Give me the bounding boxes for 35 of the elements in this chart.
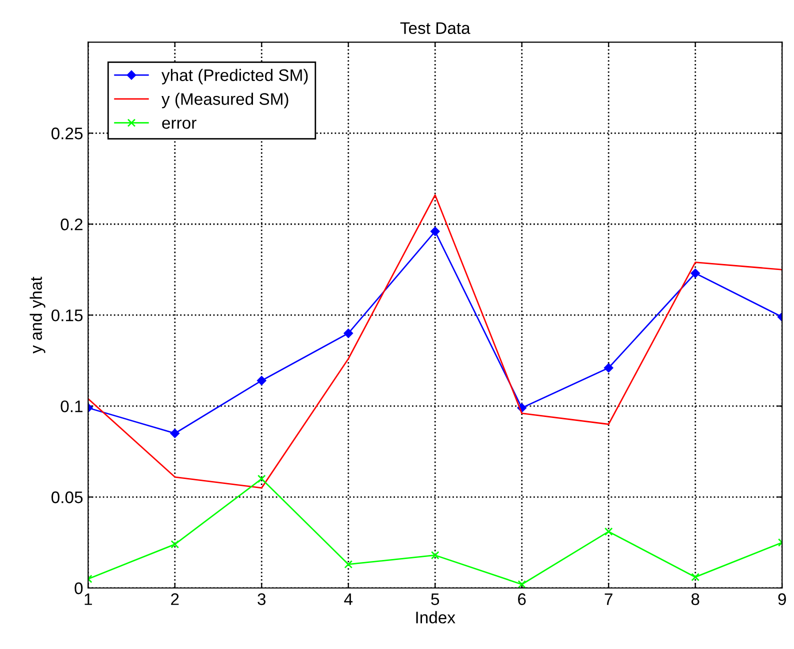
point <box>690 268 700 278</box>
point <box>430 551 440 560</box>
y-tick-label: 0.15 <box>51 309 83 322</box>
y-tick-label: 0.1 <box>60 400 82 412</box>
point <box>170 428 180 438</box>
y-axis-title: y and yhat <box>30 276 46 354</box>
x-tick-label: 8 <box>691 593 700 606</box>
point <box>691 572 700 582</box>
legend-label: y (Measured SM) <box>162 92 288 108</box>
x-tick-label: 3 <box>258 593 266 606</box>
point <box>170 540 180 548</box>
point <box>344 560 353 569</box>
legend-label: yhat (Predicted SM) <box>162 68 308 84</box>
point <box>257 376 266 386</box>
legend-label: error <box>162 120 196 129</box>
x-tick-label: 9 <box>778 593 786 606</box>
x-tick-label: 5 <box>431 593 440 606</box>
x-tick-label: 6 <box>518 593 526 606</box>
x-tick-label: 7 <box>604 593 612 605</box>
point <box>430 226 440 236</box>
x-tick-label: 2 <box>171 593 179 605</box>
x-tick-label: 1 <box>84 593 92 605</box>
point <box>518 580 526 588</box>
y-tick-label: 0.05 <box>51 491 83 504</box>
y-tick-label: 0.2 <box>60 218 82 230</box>
chart-title: Test Data <box>400 22 470 34</box>
x-axis-title: Index <box>416 611 456 624</box>
point <box>604 363 614 372</box>
point <box>257 474 266 483</box>
y-tick-label: 0 <box>74 582 83 594</box>
y-tick-label: 0.25 <box>51 128 83 140</box>
line-series <box>88 194 782 489</box>
x-tick-label: 4 <box>344 593 353 605</box>
point <box>344 328 353 338</box>
point <box>604 527 613 536</box>
